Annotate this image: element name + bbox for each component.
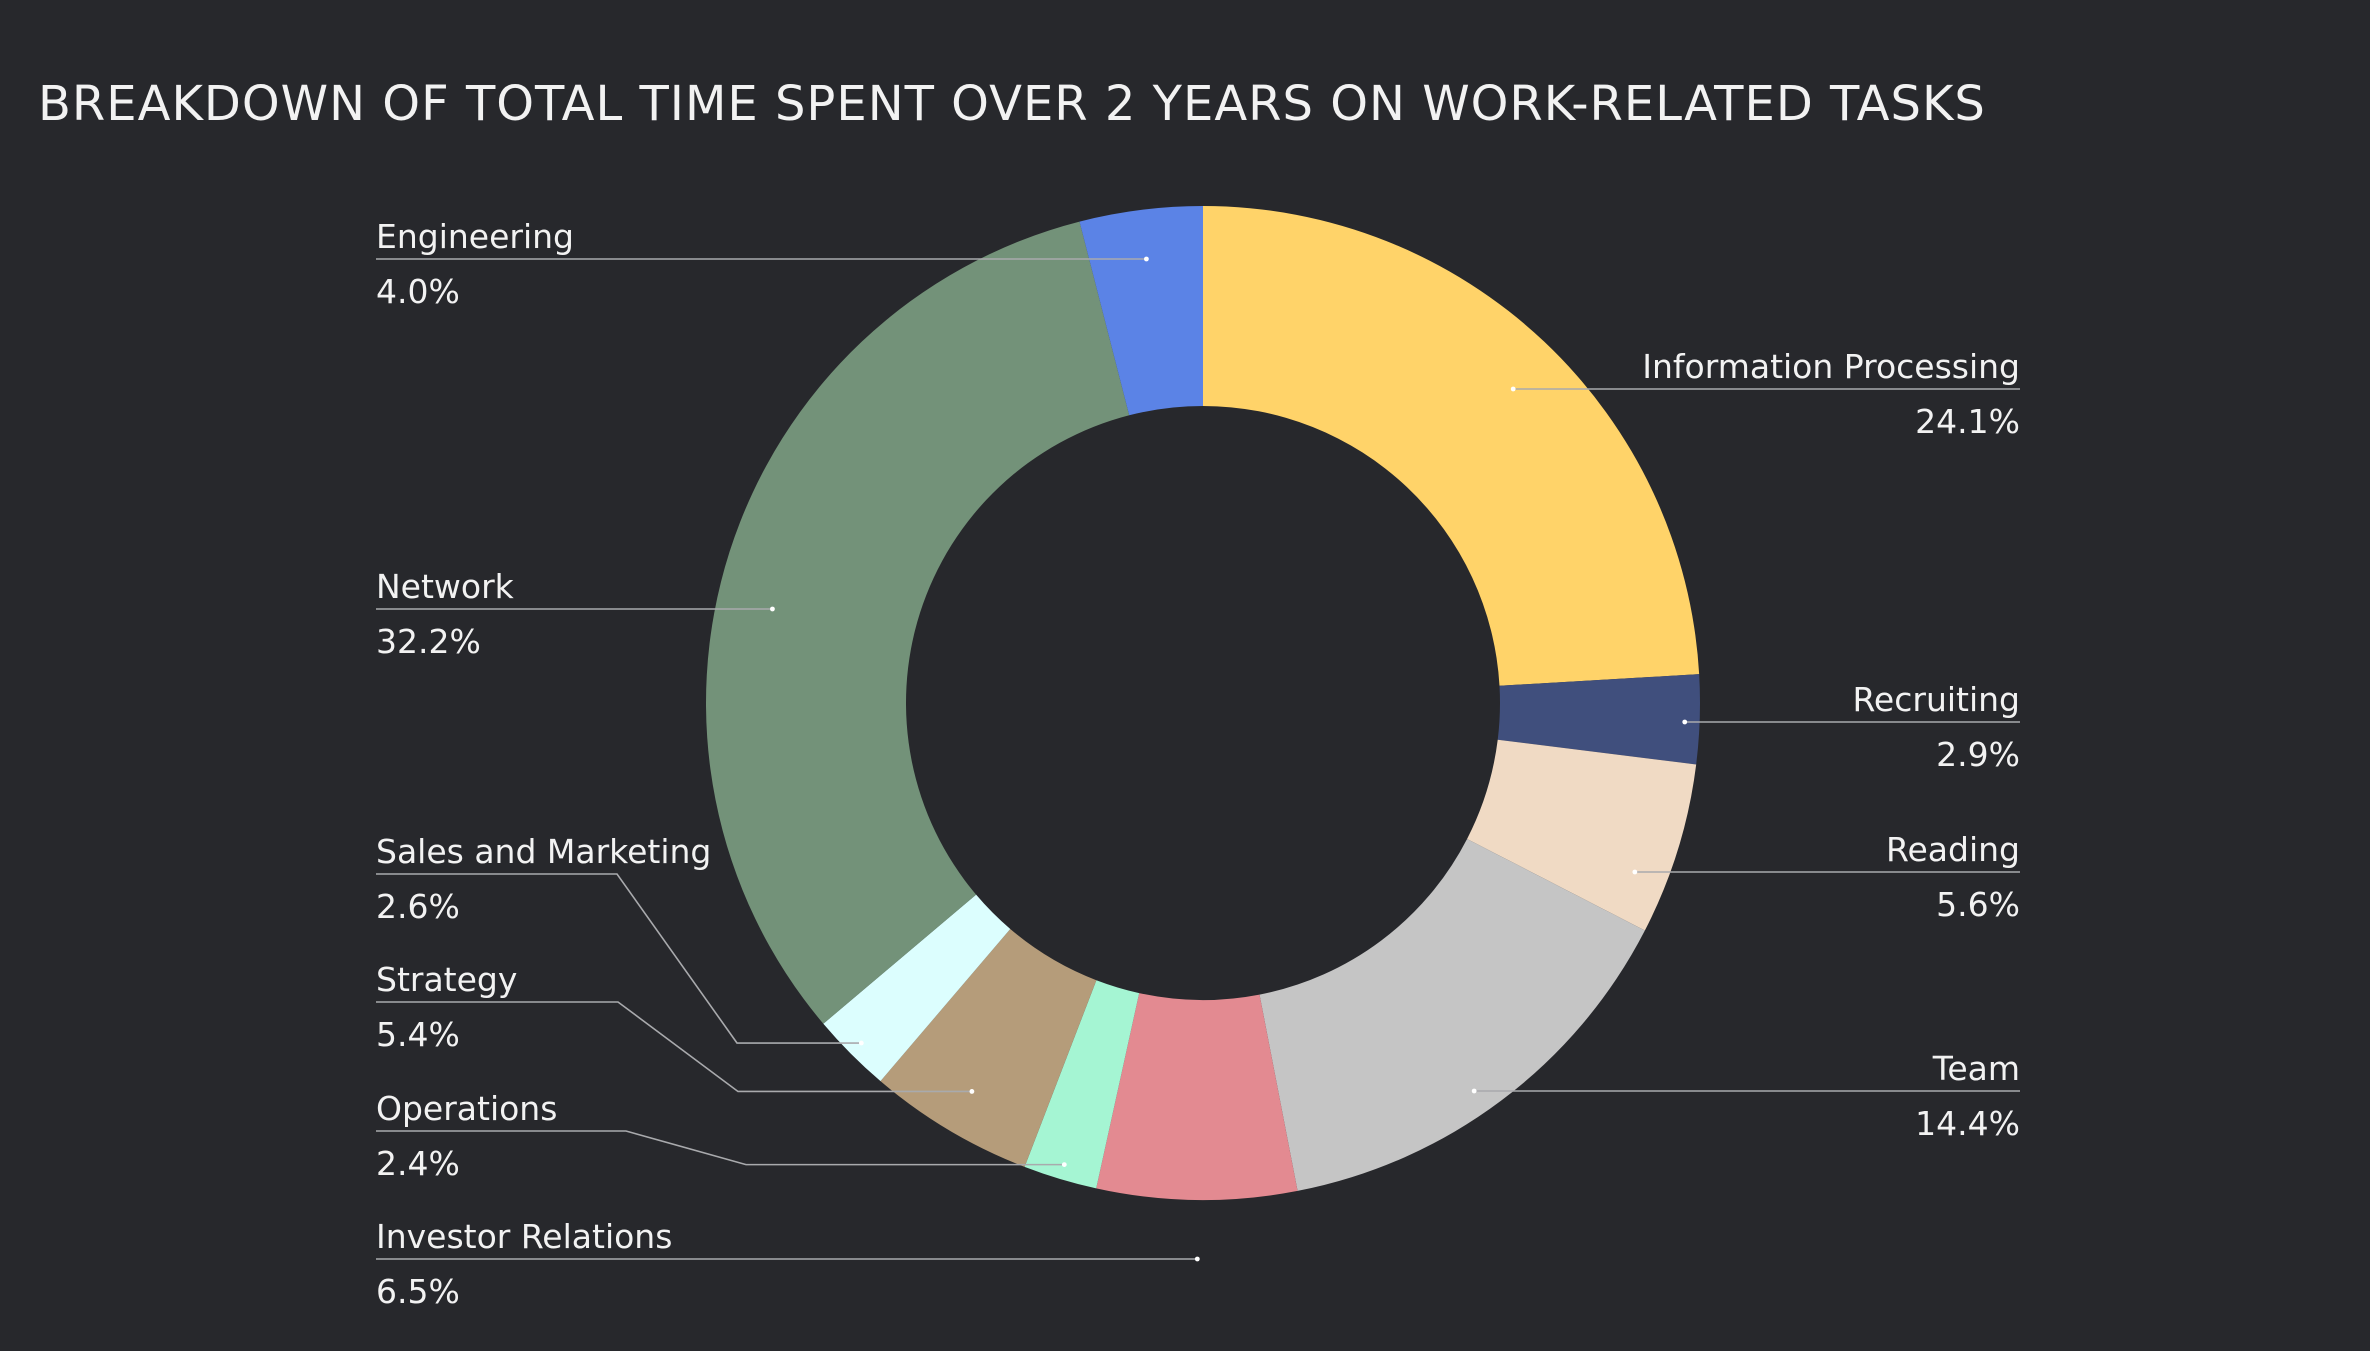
leader-dot-investor-relations bbox=[1194, 1256, 1200, 1262]
value-operations: 2.4% bbox=[376, 1144, 460, 1183]
leader-lines-group bbox=[376, 256, 2020, 1262]
value-strategy: 5.4% bbox=[376, 1015, 460, 1054]
chart-title: BREAKDOWN OF TOTAL TIME SPENT OVER 2 YEA… bbox=[38, 76, 1986, 132]
label-recruiting: Recruiting bbox=[1852, 680, 2020, 719]
slice-strategy bbox=[880, 928, 1097, 1167]
label-sales-and-marketing: Sales and Marketing bbox=[376, 832, 711, 871]
leader-dot-engineering bbox=[1144, 256, 1149, 262]
leader-line-strategy bbox=[376, 1001, 972, 1093]
value-recruiting: 2.9% bbox=[1936, 735, 2020, 774]
leader-line-sales-and-marketing bbox=[376, 873, 862, 1044]
label-reading: Reading bbox=[1886, 830, 2020, 869]
value-information-processing: 24.1% bbox=[1915, 402, 2020, 441]
leader-dot-network bbox=[770, 606, 775, 612]
leader-dot-reading bbox=[1632, 869, 1638, 875]
leader-dot-sales-and-marketing bbox=[858, 1040, 864, 1046]
leader-dot-recruiting bbox=[1682, 719, 1688, 725]
value-investor-relations: 6.5% bbox=[376, 1272, 460, 1311]
label-information-processing: Information Processing bbox=[1642, 347, 2020, 386]
slice-network bbox=[706, 221, 1130, 1024]
leader-dot-information-processing bbox=[1510, 386, 1516, 392]
slice-investor-relations bbox=[1096, 993, 1298, 1200]
slice-information-processing bbox=[1203, 206, 1700, 686]
label-team: Team bbox=[1932, 1049, 2020, 1088]
labels-group: Information Processing 24.1% Recruiting 2.9… bbox=[376, 217, 2020, 1311]
leader-dot-team bbox=[1471, 1088, 1477, 1094]
slice-recruiting bbox=[1497, 674, 1700, 765]
leader-dot-strategy bbox=[969, 1089, 975, 1094]
value-engineering: 4.0% bbox=[376, 272, 460, 311]
value-sales-and-marketing: 2.6% bbox=[376, 887, 460, 926]
label-strategy: Strategy bbox=[376, 960, 517, 999]
slice-sales-and-marketing bbox=[823, 894, 1011, 1082]
slices-group bbox=[706, 206, 1700, 1200]
slice-reading bbox=[1467, 739, 1697, 931]
label-network: Network bbox=[376, 567, 515, 606]
label-engineering: Engineering bbox=[376, 217, 574, 256]
slice-operations bbox=[1024, 980, 1140, 1189]
value-team: 14.4% bbox=[1915, 1104, 2020, 1143]
value-reading: 5.6% bbox=[1936, 885, 2020, 924]
slice-team bbox=[1259, 838, 1645, 1191]
label-investor-relations: Investor Relations bbox=[376, 1217, 672, 1256]
label-operations: Operations bbox=[376, 1089, 557, 1128]
leader-line-operations bbox=[376, 1130, 1065, 1166]
value-network: 32.2% bbox=[376, 622, 481, 661]
leader-dot-operations bbox=[1061, 1162, 1067, 1168]
